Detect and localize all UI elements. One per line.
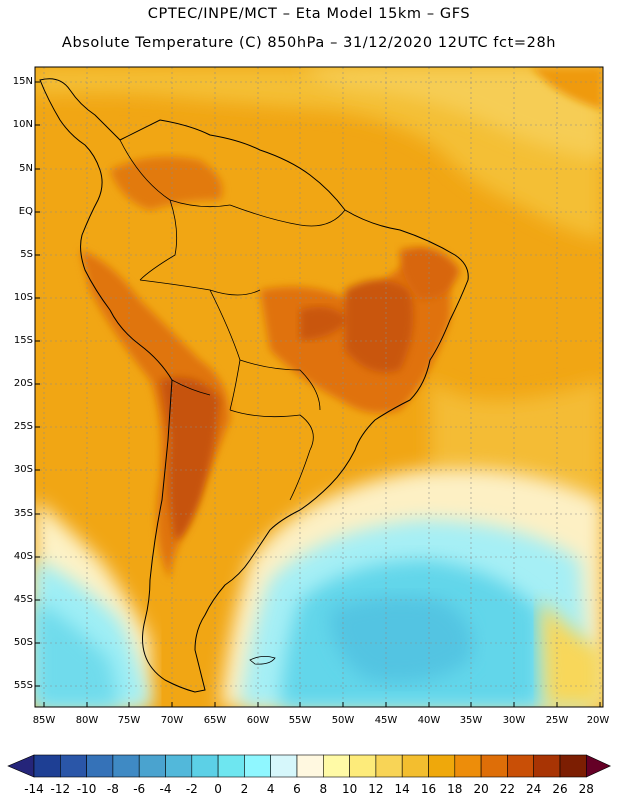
colorbar-label: -8 bbox=[106, 782, 119, 796]
colorbar-swatch bbox=[244, 754, 271, 778]
chart-title-line1: CPTEC/INPE/MCT – Eta Model 15km – GFS bbox=[147, 6, 471, 22]
lat-label: 40S bbox=[13, 551, 33, 562]
colorbar-swatch bbox=[454, 754, 482, 778]
colorbar-label: 22 bbox=[499, 782, 516, 796]
colorbar-swatch bbox=[322, 754, 350, 778]
lon-label: 20W bbox=[586, 715, 610, 726]
colorbar-label: -2 bbox=[185, 782, 198, 796]
lon-label: 25W bbox=[545, 715, 569, 726]
lat-label: 55S bbox=[13, 680, 33, 691]
lat-label: 25S bbox=[13, 421, 33, 432]
lat-label: 35S bbox=[13, 508, 33, 519]
colorbar-swatch bbox=[559, 754, 587, 778]
lat-label: EQ bbox=[18, 206, 33, 217]
field-atlantic-blue bbox=[330, 596, 472, 683]
colorbar-swatch bbox=[59, 754, 87, 778]
colorbar-swatch bbox=[217, 754, 245, 778]
colorbar-swatch bbox=[401, 754, 429, 778]
lon-label: 30W bbox=[502, 715, 526, 726]
lat-label: 5S bbox=[20, 249, 33, 260]
lat-label: 50S bbox=[13, 637, 33, 648]
lat-label: 15N bbox=[12, 76, 33, 87]
colorbar-swatch bbox=[112, 754, 140, 778]
colorbar-swatch bbox=[165, 754, 193, 778]
falkland-islands bbox=[249, 656, 276, 665]
chart-title-line2: Absolute Temperature (C) 850hPa – 31/12/… bbox=[61, 35, 557, 51]
lon-label: 35W bbox=[459, 715, 483, 726]
country-borders bbox=[119, 139, 346, 501]
colorbar-label: 8 bbox=[319, 782, 328, 796]
colorbar-swatch bbox=[480, 754, 508, 778]
colorbar-label: -14 bbox=[24, 782, 44, 796]
colorbar-label: 20 bbox=[473, 782, 489, 796]
map-frame bbox=[34, 66, 604, 708]
colorbar-swatch bbox=[270, 754, 298, 778]
colorbar-label: -12 bbox=[50, 782, 71, 796]
lon-label: 70W bbox=[160, 715, 184, 726]
lat-label: 15S bbox=[13, 335, 33, 346]
field-northeast-warm bbox=[530, 67, 603, 110]
colorbar-swatch bbox=[533, 754, 561, 778]
field-pacific-cyan bbox=[35, 600, 120, 707]
colorbar-swatch bbox=[33, 754, 61, 778]
lon-label: 80W bbox=[75, 715, 99, 726]
lon-label: 50W bbox=[331, 715, 355, 726]
lat-label: 10N bbox=[12, 119, 33, 130]
colorbar-label: -4 bbox=[159, 782, 172, 796]
colorbar-label: 2 bbox=[240, 782, 249, 796]
colorbar-over-arrow bbox=[585, 754, 612, 778]
colorbar-swatch bbox=[138, 754, 166, 778]
axis-ticks bbox=[35, 81, 601, 707]
field-northeast-brazil-hot bbox=[400, 247, 460, 300]
colorbar-swatch bbox=[428, 754, 456, 778]
colorbar-label: -6 bbox=[133, 782, 146, 796]
field-southeast-yellow bbox=[540, 600, 603, 707]
colorbar-under-arrow bbox=[7, 754, 35, 778]
field-north-pale bbox=[300, 67, 603, 160]
south-america-coastline bbox=[39, 78, 469, 693]
lat-label: 30S bbox=[13, 464, 33, 475]
colorbar-label: 6 bbox=[293, 782, 301, 796]
colorbar-label: 18 bbox=[447, 782, 463, 796]
colorbar-swatch bbox=[507, 754, 534, 778]
colorbar-swatch bbox=[349, 754, 377, 778]
colorbar-label: 12 bbox=[368, 782, 384, 796]
colorbar-swatch bbox=[191, 754, 219, 778]
field-brazil-very-hot-2 bbox=[345, 280, 414, 373]
colorbar bbox=[7, 754, 612, 778]
colorbar-label: 26 bbox=[552, 782, 568, 796]
colorbar-swatch bbox=[86, 754, 114, 778]
colorbar-label: 24 bbox=[526, 782, 542, 796]
lon-label: 60W bbox=[246, 715, 270, 726]
colorbar-label: 28 bbox=[578, 782, 594, 796]
lat-label: 45S bbox=[13, 594, 33, 605]
field-brazil-very-hot-1 bbox=[300, 306, 350, 340]
lat-label: 10S bbox=[13, 292, 33, 303]
temperature-field bbox=[35, 67, 603, 707]
colorbar-label: 14 bbox=[394, 782, 410, 796]
lon-label: 75W bbox=[117, 715, 141, 726]
colorbar-label: -10 bbox=[76, 782, 97, 796]
colorbar-label: 10 bbox=[341, 782, 358, 796]
colorbar-label: 16 bbox=[420, 782, 437, 796]
lon-label: 55W bbox=[288, 715, 312, 726]
colorbar-swatch bbox=[296, 754, 324, 778]
lon-label: 85W bbox=[32, 715, 56, 726]
lat-label: 5N bbox=[19, 163, 33, 174]
colorbar-swatch bbox=[375, 754, 403, 778]
lon-label: 40W bbox=[417, 715, 441, 726]
lon-label: 65W bbox=[203, 715, 227, 726]
field-andes-hot bbox=[160, 377, 220, 540]
lat-label: 20S bbox=[13, 378, 33, 389]
colorbar-label: 4 bbox=[266, 782, 275, 796]
colorbar-label: 0 bbox=[214, 782, 222, 796]
lon-label: 45W bbox=[374, 715, 398, 726]
